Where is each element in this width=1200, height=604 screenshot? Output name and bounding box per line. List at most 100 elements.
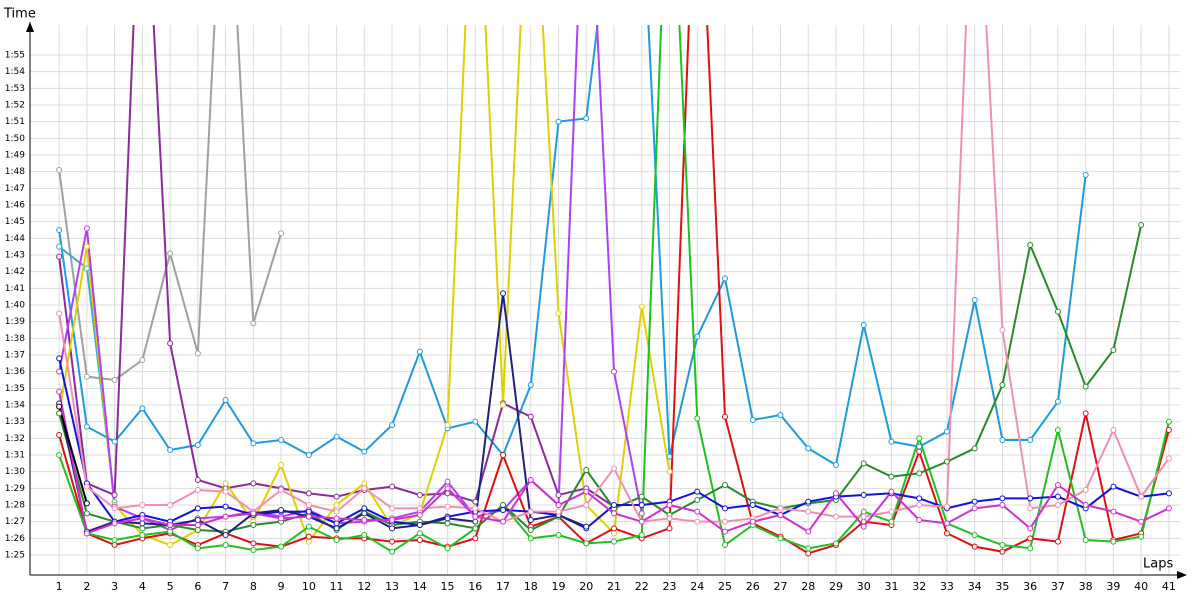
point — [222, 480, 229, 487]
x-tick-label: 4 — [139, 580, 146, 593]
point — [56, 253, 63, 260]
point — [916, 495, 923, 502]
point — [721, 518, 728, 525]
point — [333, 508, 340, 515]
point — [305, 452, 312, 458]
point — [222, 397, 229, 403]
point — [583, 502, 590, 508]
point — [832, 490, 839, 497]
point — [666, 502, 673, 508]
x-tick-label: 18 — [524, 580, 538, 593]
point — [361, 510, 368, 517]
point — [167, 542, 174, 548]
point — [777, 535, 784, 542]
y-axis-title: Time — [3, 7, 36, 22]
point — [222, 532, 229, 538]
point — [860, 518, 867, 525]
point — [916, 517, 923, 523]
x-tick-label: 2 — [83, 580, 90, 593]
point — [444, 422, 451, 428]
y-tick-label: 1:25 — [5, 551, 25, 561]
point — [666, 525, 673, 532]
point — [56, 410, 63, 417]
x-tick-label: 16 — [468, 580, 482, 593]
point — [860, 508, 867, 515]
point — [721, 542, 728, 548]
point — [611, 510, 618, 517]
point — [860, 492, 867, 498]
point — [139, 502, 146, 508]
x-tick-label: 21 — [607, 580, 621, 593]
y-tick-label: 1:40 — [5, 301, 25, 311]
series-line — [58, 25, 643, 532]
point — [832, 540, 839, 547]
x-tick-label: 31 — [884, 580, 898, 593]
point — [389, 517, 396, 523]
point — [860, 523, 867, 530]
point — [194, 505, 201, 512]
point — [999, 437, 1006, 443]
point — [194, 477, 201, 483]
x-arrow — [1177, 571, 1187, 579]
point — [888, 438, 895, 445]
point — [638, 493, 645, 500]
point — [694, 508, 701, 515]
point — [583, 523, 590, 530]
point — [1054, 308, 1061, 315]
point — [56, 243, 63, 250]
point — [416, 492, 423, 498]
point — [749, 518, 756, 525]
x-tick-label: 5 — [167, 580, 174, 593]
point — [56, 227, 63, 233]
point — [1027, 505, 1034, 512]
point — [805, 550, 812, 557]
point — [943, 520, 950, 527]
x-tick-label: 13 — [385, 580, 399, 593]
point — [167, 502, 174, 508]
point — [583, 488, 590, 495]
point — [1054, 502, 1061, 508]
point — [139, 525, 146, 532]
point — [444, 478, 451, 485]
point — [139, 520, 146, 527]
point — [999, 327, 1006, 333]
y-tick-label: 1:33 — [5, 417, 25, 427]
point — [721, 505, 728, 512]
y-tick-label: 1:55 — [5, 51, 25, 61]
point — [83, 423, 90, 430]
point — [611, 502, 618, 508]
y-tick-label: 1:47 — [5, 184, 25, 194]
x-tick-label: 24 — [690, 580, 704, 593]
y-tick-label: 1:53 — [5, 84, 25, 94]
point — [1165, 505, 1172, 512]
point — [444, 545, 451, 552]
y-tick-label: 1:51 — [5, 117, 25, 127]
y-tick-label: 1:50 — [5, 134, 25, 144]
x-tick-label: 10 — [302, 580, 316, 593]
point — [305, 538, 312, 545]
point — [111, 438, 118, 445]
point — [472, 518, 479, 525]
point — [83, 510, 90, 517]
x-tick-label: 17 — [496, 580, 510, 593]
point — [805, 528, 812, 535]
point — [1082, 410, 1089, 417]
point — [527, 535, 534, 542]
point — [555, 310, 562, 317]
point — [860, 322, 867, 328]
point — [222, 503, 229, 510]
point — [305, 513, 312, 520]
point — [611, 368, 618, 375]
point — [56, 310, 63, 317]
point — [916, 448, 923, 455]
point — [777, 412, 784, 418]
y-tick-label: 1:52 — [5, 101, 25, 111]
point — [222, 513, 229, 520]
point — [555, 502, 562, 508]
y-tick-label: 1:54 — [5, 67, 25, 77]
point — [111, 505, 118, 512]
point — [472, 513, 479, 520]
point — [1138, 222, 1145, 228]
point — [305, 502, 312, 508]
point — [278, 230, 285, 237]
